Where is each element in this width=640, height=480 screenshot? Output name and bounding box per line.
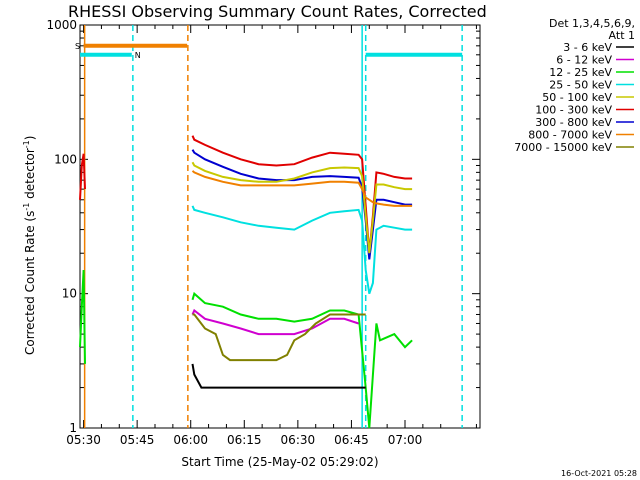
series-line	[191, 308, 359, 336]
legend-label: 7000 - 15000 keV	[514, 141, 612, 154]
legend-label: 100 - 300 keV	[535, 104, 612, 117]
y-axis-label-sup-1: -1	[22, 203, 31, 211]
axis-ticks	[80, 24, 480, 429]
x-tick-label: 05:45	[120, 433, 155, 447]
y-axis-label-sup-2: -1	[22, 140, 31, 148]
x-tick-label: 06:45	[334, 433, 369, 447]
tick-labels: 1 10 100 1000 05:30 05:45 06:00 06:15 06:30 06:45…	[46, 18, 422, 447]
series-line	[191, 161, 413, 254]
series-group	[79, 135, 413, 429]
legend-header-1: Det 1,3,4,5,6,9,	[549, 17, 635, 30]
x-tick-label: 06:30	[281, 433, 316, 447]
chart-title: RHESSI Observing Summary Count Rates, Co…	[68, 2, 487, 21]
legend-label: 12 - 25 keV	[549, 66, 612, 79]
y-axis-label-part-2: detector	[23, 148, 37, 203]
y-tick-label: 10	[62, 287, 77, 301]
series-line	[191, 149, 413, 260]
x-tick-label: 07:00	[388, 433, 423, 447]
y-axis-label-part-3: )	[23, 136, 37, 141]
legend-label: 6 - 12 keV	[556, 54, 612, 67]
y-tick-label: 100	[54, 152, 77, 166]
x-tick-label: 06:00	[173, 433, 208, 447]
x-axis-label: Start Time (25-May-02 05:29:02)	[181, 455, 378, 469]
y-tick-label: 1000	[46, 18, 77, 32]
series-line	[79, 269, 86, 364]
footer-timestamp: 16-Oct-2021 05:28	[561, 469, 637, 478]
flag-label: N	[135, 51, 141, 60]
legend-label: 800 - 7000 keV	[528, 129, 612, 142]
y-tick-label: 1	[69, 421, 77, 435]
series-line	[191, 170, 413, 207]
x-tick-label: 05:30	[66, 433, 101, 447]
series-line	[79, 153, 86, 200]
svg-text:Corrected Count Rate (s-1 dete: Corrected Count Rate (s-1 detector-1)	[22, 136, 37, 355]
series-line	[191, 291, 413, 429]
legend-label: 50 - 100 keV	[542, 91, 612, 104]
x-tick-label: 06:15	[227, 433, 262, 447]
legend-label: 25 - 50 keV	[549, 79, 612, 92]
legend-label: 3 - 6 keV	[563, 41, 612, 54]
series-line	[191, 205, 413, 295]
legend-header-2: Att 1	[609, 29, 635, 42]
series-line	[192, 313, 366, 362]
y-axis-label: Corrected Count Rate (s-1 detector-1)	[22, 136, 37, 355]
series-line	[191, 135, 413, 254]
y-axis-label-part-1: Corrected Count Rate (s	[23, 211, 37, 355]
plot-frame	[79, 24, 481, 429]
series-line	[191, 363, 366, 389]
flag-label: S	[75, 42, 80, 51]
legend-label: 300 - 800 keV	[535, 116, 612, 129]
